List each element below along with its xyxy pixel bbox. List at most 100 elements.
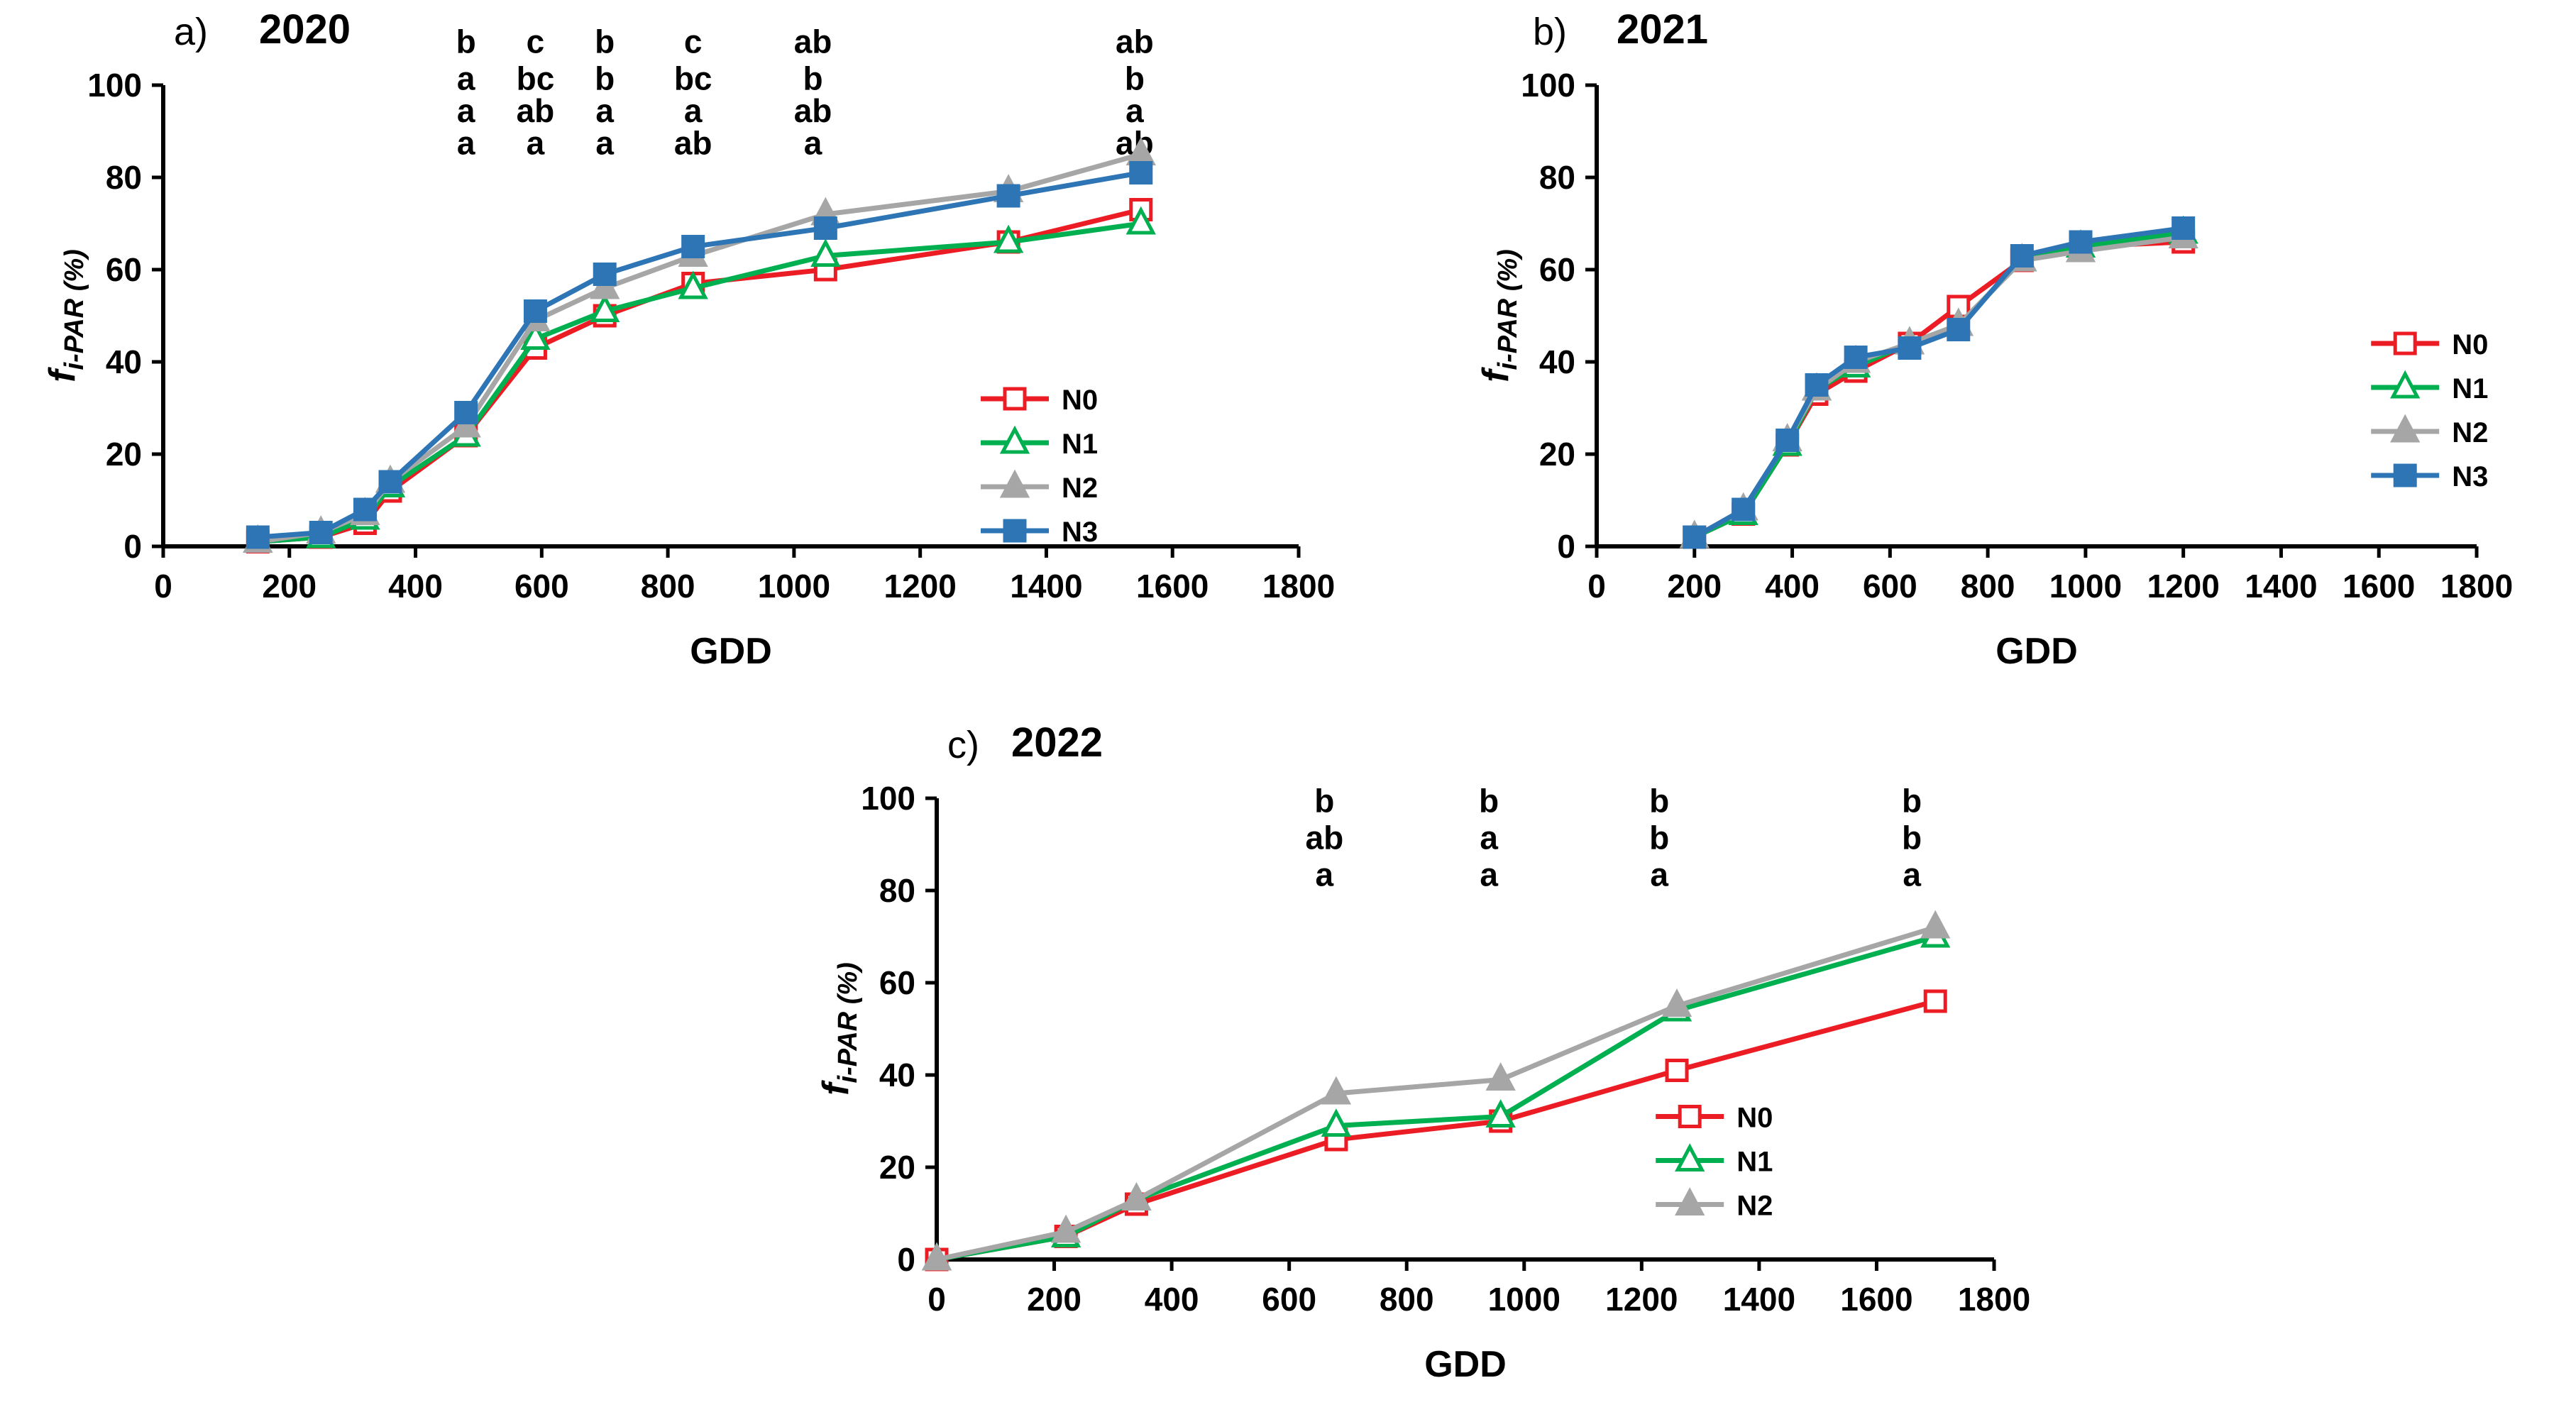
significance-letter: a [804, 125, 822, 162]
series-marker-N3 [593, 263, 617, 286]
legend-label-N1: N1 [2452, 373, 2488, 404]
series-marker-N3 [1683, 525, 1707, 549]
significance-letter: a [1650, 856, 1668, 893]
y-tick-label: 60 [1539, 251, 1575, 288]
panel-c-label: c) [947, 724, 979, 766]
series-marker-N2 [1121, 1182, 1152, 1211]
series-marker-N3 [378, 470, 402, 494]
x-tick-label: 1600 [1136, 568, 1209, 605]
x-tick-label: 1000 [1488, 1281, 1561, 1318]
legend-label-N3: N3 [1062, 517, 1098, 548]
significance-letter: a [1316, 856, 1334, 893]
y-tick-label: 0 [897, 1241, 915, 1278]
significance-letter: a [1903, 856, 1921, 893]
legend-marker-N1 [2390, 370, 2421, 399]
x-tick-label: 1000 [758, 568, 830, 605]
y-axis-title: fi-PAR (%) [1475, 249, 1523, 382]
series-marker-N3 [523, 299, 547, 323]
series-marker-N1 [678, 270, 708, 299]
legend-label-N0: N0 [1736, 1103, 1773, 1134]
significance-letter: b [1649, 783, 1669, 820]
series-marker-N0 [1923, 989, 1947, 1013]
x-tick-label: 1400 [2245, 568, 2317, 605]
legend-marker-N3 [2393, 463, 2417, 487]
significance-letter: a [457, 60, 475, 97]
x-tick-label: 800 [1961, 568, 2015, 605]
y-tick-label: 60 [106, 251, 142, 288]
panel-b: b) 2021 0 200 400 600 800 1000 1200 1400 1600 180… [1462, 0, 2541, 695]
series-marker-N2 [921, 1242, 952, 1271]
significance-letter: b [1479, 783, 1499, 820]
panel-a-label: a) [174, 11, 209, 53]
x-tick-label: 1000 [2049, 568, 2122, 605]
legend-marker-N0 [1003, 387, 1027, 411]
significance-letter: c [527, 23, 545, 60]
panel-a: a) 2020 0 200 400 600 800 1000 1200 1400 1600 180… [21, 0, 1341, 695]
x-tick-label: 800 [1380, 1281, 1434, 1318]
series-marker-N2 [1485, 1062, 1516, 1091]
y-tick-label: 20 [106, 436, 142, 473]
series-marker-N1 [1485, 1099, 1516, 1127]
y-axis-title: fi-PAR (%) [815, 962, 863, 1096]
y-tick-label: 80 [106, 159, 142, 196]
series-marker-N1 [520, 321, 551, 350]
x-tick-label: 0 [928, 1281, 946, 1318]
x-tick-label: 200 [262, 568, 317, 605]
series-line-N1 [1693, 230, 2184, 540]
legend-label-N2: N2 [2452, 417, 2488, 448]
legend-marker-N0 [2393, 331, 2417, 355]
legend-label-N2: N2 [1736, 1191, 1773, 1222]
panel-c: c) 2022 0 200 400 600 800 1000 1200 1400 1600 180… [795, 713, 2072, 1408]
series-marker-N3 [246, 525, 270, 549]
x-tick-label: 200 [1667, 568, 1722, 605]
y-tick-label: 20 [1539, 436, 1575, 473]
series-marker-N3 [813, 216, 837, 240]
x-tick-label: 1800 [2440, 568, 2513, 605]
series-marker-N3 [454, 401, 478, 424]
significance-letter: a [684, 92, 703, 129]
significance-letter: c [684, 23, 703, 60]
x-tick-label: 800 [641, 568, 695, 605]
legend-label-N3: N3 [2452, 461, 2488, 492]
x-tick-label: 400 [1765, 568, 1820, 605]
series-marker-N3 [1947, 318, 1971, 341]
significance-letter: a [1480, 820, 1498, 856]
significance-letter: b [1902, 783, 1922, 820]
y-tick-label: 40 [106, 343, 142, 380]
panel-a-title: 2020 [259, 6, 351, 53]
x-axis-title: GDD [1996, 631, 2078, 672]
x-tick-label: 0 [1587, 568, 1606, 605]
significance-letter: ab [794, 23, 832, 60]
y-tick-label: 80 [1539, 159, 1575, 196]
series-marker-N2 [1050, 1214, 1081, 1243]
legend-marker-N3 [1003, 519, 1027, 543]
legend-label-N1: N1 [1062, 429, 1098, 460]
series-marker-N3 [353, 497, 377, 522]
series-marker-N3 [1805, 373, 1829, 397]
chart-2021-svg: 0 200 400 600 800 1000 1200 1400 1600 1800 0 20 40 60… [1475, 67, 2513, 672]
x-tick-label: 1200 [2147, 568, 2219, 605]
series-line-N2 [1693, 235, 2184, 540]
series-marker-N3 [2172, 216, 2196, 240]
x-tick-label: 1400 [1010, 568, 1082, 605]
significance-letter: b [803, 60, 823, 97]
legend-marker-N1 [999, 425, 1030, 454]
series-marker-N2 [1321, 1076, 1352, 1105]
series-marker-N3 [1844, 346, 1868, 369]
series-marker-N0 [1665, 1059, 1689, 1082]
y-tick-label: 0 [123, 528, 142, 565]
series-marker-N3 [309, 521, 333, 544]
x-tick-label: 0 [154, 568, 172, 605]
panel-b-label: b) [1533, 11, 1568, 53]
x-tick-label: 400 [388, 568, 443, 605]
significance-letter: b [1314, 783, 1334, 820]
series-marker-N1 [993, 224, 1024, 253]
x-tick-label: 1200 [1605, 1281, 1678, 1318]
significance-letter: ab [674, 125, 712, 162]
x-tick-label: 600 [1863, 568, 1917, 605]
significance-letter: ab [1116, 23, 1154, 60]
series-marker-N3 [1776, 429, 1800, 452]
significance-letter: ab [794, 92, 832, 129]
series-marker-N2 [1661, 988, 1692, 1017]
series-marker-N1 [1321, 1108, 1352, 1137]
